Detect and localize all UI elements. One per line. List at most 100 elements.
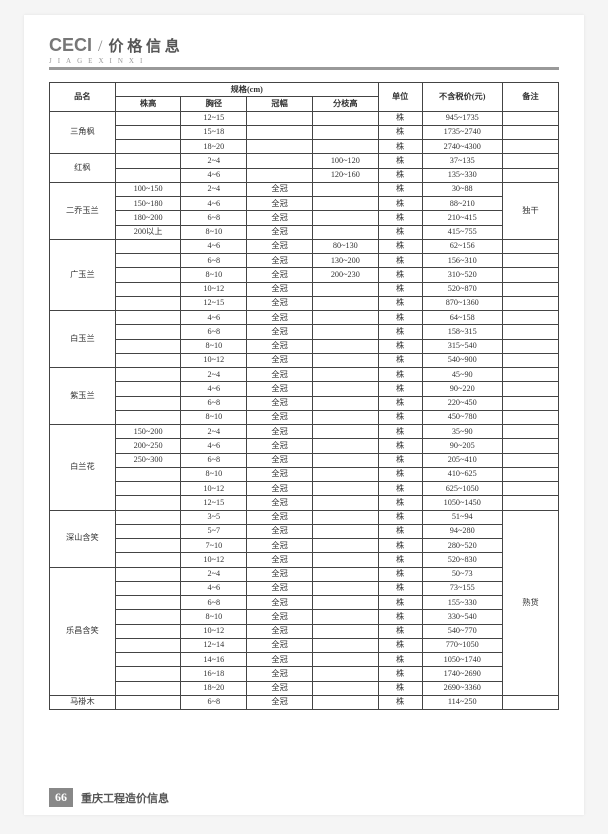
cell-crown: 全冠 xyxy=(247,197,313,211)
cell-height xyxy=(115,239,181,253)
cell-note xyxy=(502,410,558,424)
page-number: 66 xyxy=(49,788,73,807)
cell-branch xyxy=(312,225,378,239)
cell-branch xyxy=(312,539,378,553)
cell-branch: 130~200 xyxy=(312,254,378,268)
cell-branch xyxy=(312,353,378,367)
cell-height xyxy=(115,610,181,624)
table-row: 18~20全冠株2690~3360 xyxy=(50,681,559,695)
cell-unit: 株 xyxy=(378,638,422,652)
table-row: 10~12全冠株540~770 xyxy=(50,624,559,638)
cell-unit: 株 xyxy=(378,695,422,709)
cell-branch xyxy=(312,368,378,382)
cell-name: 深山含笑 xyxy=(50,510,116,567)
col-spec: 规格(cm) xyxy=(115,83,378,97)
cell-branch: 120~160 xyxy=(312,168,378,182)
cell-branch xyxy=(312,482,378,496)
table-row: 10~12全冠株520~870 xyxy=(50,282,559,296)
cell-unit: 株 xyxy=(378,510,422,524)
cell-note xyxy=(502,239,558,253)
cell-branch xyxy=(312,610,378,624)
cell-price: 520~870 xyxy=(422,282,502,296)
cell-price: 625~1050 xyxy=(422,482,502,496)
cell-unit: 株 xyxy=(378,467,422,481)
cell-diameter: 2~4 xyxy=(181,154,247,168)
cell-unit: 株 xyxy=(378,125,422,139)
cell-crown: 全冠 xyxy=(247,382,313,396)
cell-unit: 株 xyxy=(378,140,422,154)
col-diameter: 胸径 xyxy=(181,97,247,111)
cell-crown: 全冠 xyxy=(247,610,313,624)
cell-diameter: 4~6 xyxy=(181,239,247,253)
cell-price: 73~155 xyxy=(422,581,502,595)
cell-diameter: 18~20 xyxy=(181,140,247,154)
cell-diameter: 6~8 xyxy=(181,211,247,225)
cell-height xyxy=(115,168,181,182)
cell-height xyxy=(115,553,181,567)
cell-unit: 株 xyxy=(378,211,422,225)
cell-height: 150~200 xyxy=(115,425,181,439)
cell-crown: 全冠 xyxy=(247,425,313,439)
table-row: 6~8全冠株220~450 xyxy=(50,396,559,410)
cell-branch xyxy=(312,496,378,510)
table-row: 乐昌含笑2~4全冠株50~73 xyxy=(50,567,559,581)
cell-price: 330~540 xyxy=(422,610,502,624)
table-row: 10~12全冠株520~830 xyxy=(50,553,559,567)
col-name: 品名 xyxy=(50,83,116,112)
table-row: 12~14全冠株770~1050 xyxy=(50,638,559,652)
cell-height xyxy=(115,282,181,296)
cell-crown: 全冠 xyxy=(247,539,313,553)
cell-crown: 全冠 xyxy=(247,667,313,681)
cell-height xyxy=(115,140,181,154)
col-note: 备注 xyxy=(502,83,558,112)
cell-name: 乐昌含笑 xyxy=(50,567,116,695)
cell-unit: 株 xyxy=(378,225,422,239)
cell-diameter: 10~12 xyxy=(181,282,247,296)
cell-note xyxy=(502,368,558,382)
table-row: 6~8全冠株155~330 xyxy=(50,596,559,610)
cell-branch xyxy=(312,197,378,211)
cell-unit: 株 xyxy=(378,581,422,595)
cell-price: 1740~2690 xyxy=(422,667,502,681)
footer: 66 重庆工程造价信息 xyxy=(49,788,169,807)
cell-price: 62~156 xyxy=(422,239,502,253)
cell-branch xyxy=(312,182,378,196)
cell-crown: 全冠 xyxy=(247,410,313,424)
cell-unit: 株 xyxy=(378,596,422,610)
cell-diameter: 8~10 xyxy=(181,225,247,239)
cell-height xyxy=(115,125,181,139)
cell-diameter: 12~15 xyxy=(181,111,247,125)
table-row: 10~12全冠株540~900 xyxy=(50,353,559,367)
cell-branch: 80~130 xyxy=(312,239,378,253)
table-row: 8~10全冠200~230株310~520 xyxy=(50,268,559,282)
cell-crown: 全冠 xyxy=(247,596,313,610)
cell-crown: 全冠 xyxy=(247,225,313,239)
cell-price: 945~1735 xyxy=(422,111,502,125)
cell-unit: 株 xyxy=(378,296,422,310)
cell-diameter: 6~8 xyxy=(181,396,247,410)
cell-height xyxy=(115,111,181,125)
table-row: 4~6120~160株135~330 xyxy=(50,168,559,182)
cell-unit: 株 xyxy=(378,681,422,695)
cell-unit: 株 xyxy=(378,311,422,325)
cell-price: 540~900 xyxy=(422,353,502,367)
cell-diameter: 8~10 xyxy=(181,339,247,353)
table-row: 6~8全冠株158~315 xyxy=(50,325,559,339)
cell-crown: 全冠 xyxy=(247,553,313,567)
cell-price: 280~520 xyxy=(422,539,502,553)
cell-crown: 全冠 xyxy=(247,296,313,310)
cell-price: 205~410 xyxy=(422,453,502,467)
cell-crown: 全冠 xyxy=(247,239,313,253)
cell-height xyxy=(115,382,181,396)
cell-crown: 全冠 xyxy=(247,439,313,453)
cell-price: 35~90 xyxy=(422,425,502,439)
table-row: 200~2504~6全冠株90~205 xyxy=(50,439,559,453)
cell-branch xyxy=(312,524,378,538)
cell-height xyxy=(115,254,181,268)
cell-diameter: 8~10 xyxy=(181,610,247,624)
cell-diameter: 6~8 xyxy=(181,596,247,610)
cell-branch xyxy=(312,596,378,610)
cell-crown xyxy=(247,125,313,139)
cell-height xyxy=(115,368,181,382)
cell-price: 220~450 xyxy=(422,396,502,410)
